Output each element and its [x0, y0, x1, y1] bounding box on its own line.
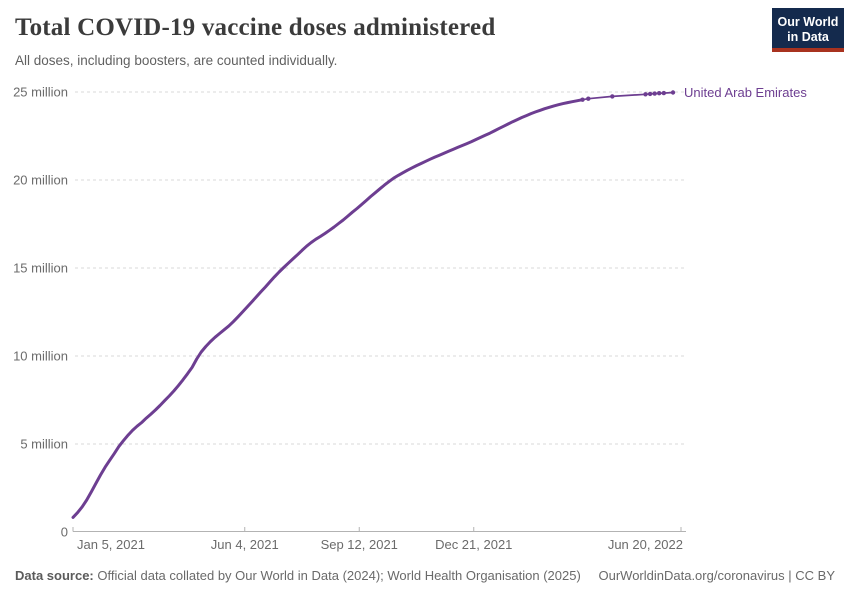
- series-entity-label: United Arab Emirates: [684, 85, 807, 100]
- owid-logo[interactable]: Our World in Data: [772, 8, 844, 52]
- x-tick-label: Jan 5, 2021: [77, 537, 145, 552]
- y-tick-label: 25 million: [13, 85, 68, 100]
- data-point-marker[interactable]: [657, 91, 662, 96]
- owid-logo-line1: Our World: [777, 15, 839, 29]
- y-tick-label: 15 million: [13, 261, 68, 276]
- y-tick-label: 10 million: [13, 349, 68, 364]
- x-tick-label: Dec 21, 2021: [435, 537, 512, 552]
- owid-logo-line2: in Data: [787, 30, 829, 44]
- owid-logo-text: Our World in Data: [772, 8, 844, 45]
- data-point-marker[interactable]: [647, 91, 653, 97]
- series-line-dense[interactable]: [71, 98, 584, 519]
- data-point-marker[interactable]: [661, 90, 666, 96]
- datasource-line: Data source: Official data collated by O…: [15, 568, 581, 583]
- datasource-text: Official data collated by Our World in D…: [97, 568, 581, 583]
- y-tick-label: 20 million: [13, 173, 68, 188]
- license-link[interactable]: OurWorldinData.org/coronavirus | CC BY: [598, 568, 835, 583]
- data-point-marker[interactable]: [670, 90, 676, 95]
- data-point-marker[interactable]: [643, 92, 648, 97]
- x-tick-label: Sep 12, 2021: [321, 537, 398, 552]
- x-tick-label: Jun 20, 2022: [608, 537, 683, 552]
- x-tick-label: Jun 4, 2021: [211, 537, 279, 552]
- datasource-label: Data source:: [15, 568, 94, 583]
- y-tick-label: 0: [61, 525, 68, 540]
- data-point-marker[interactable]: [652, 91, 657, 96]
- chart-title: Total COVID-19 vaccine doses administere…: [15, 14, 496, 41]
- chart-subtitle: All doses, including boosters, are count…: [15, 53, 338, 68]
- data-point-marker[interactable]: [610, 94, 615, 99]
- data-point-marker[interactable]: [580, 97, 585, 102]
- y-tick-label: 5 million: [20, 437, 68, 452]
- data-point-marker[interactable]: [586, 96, 591, 101]
